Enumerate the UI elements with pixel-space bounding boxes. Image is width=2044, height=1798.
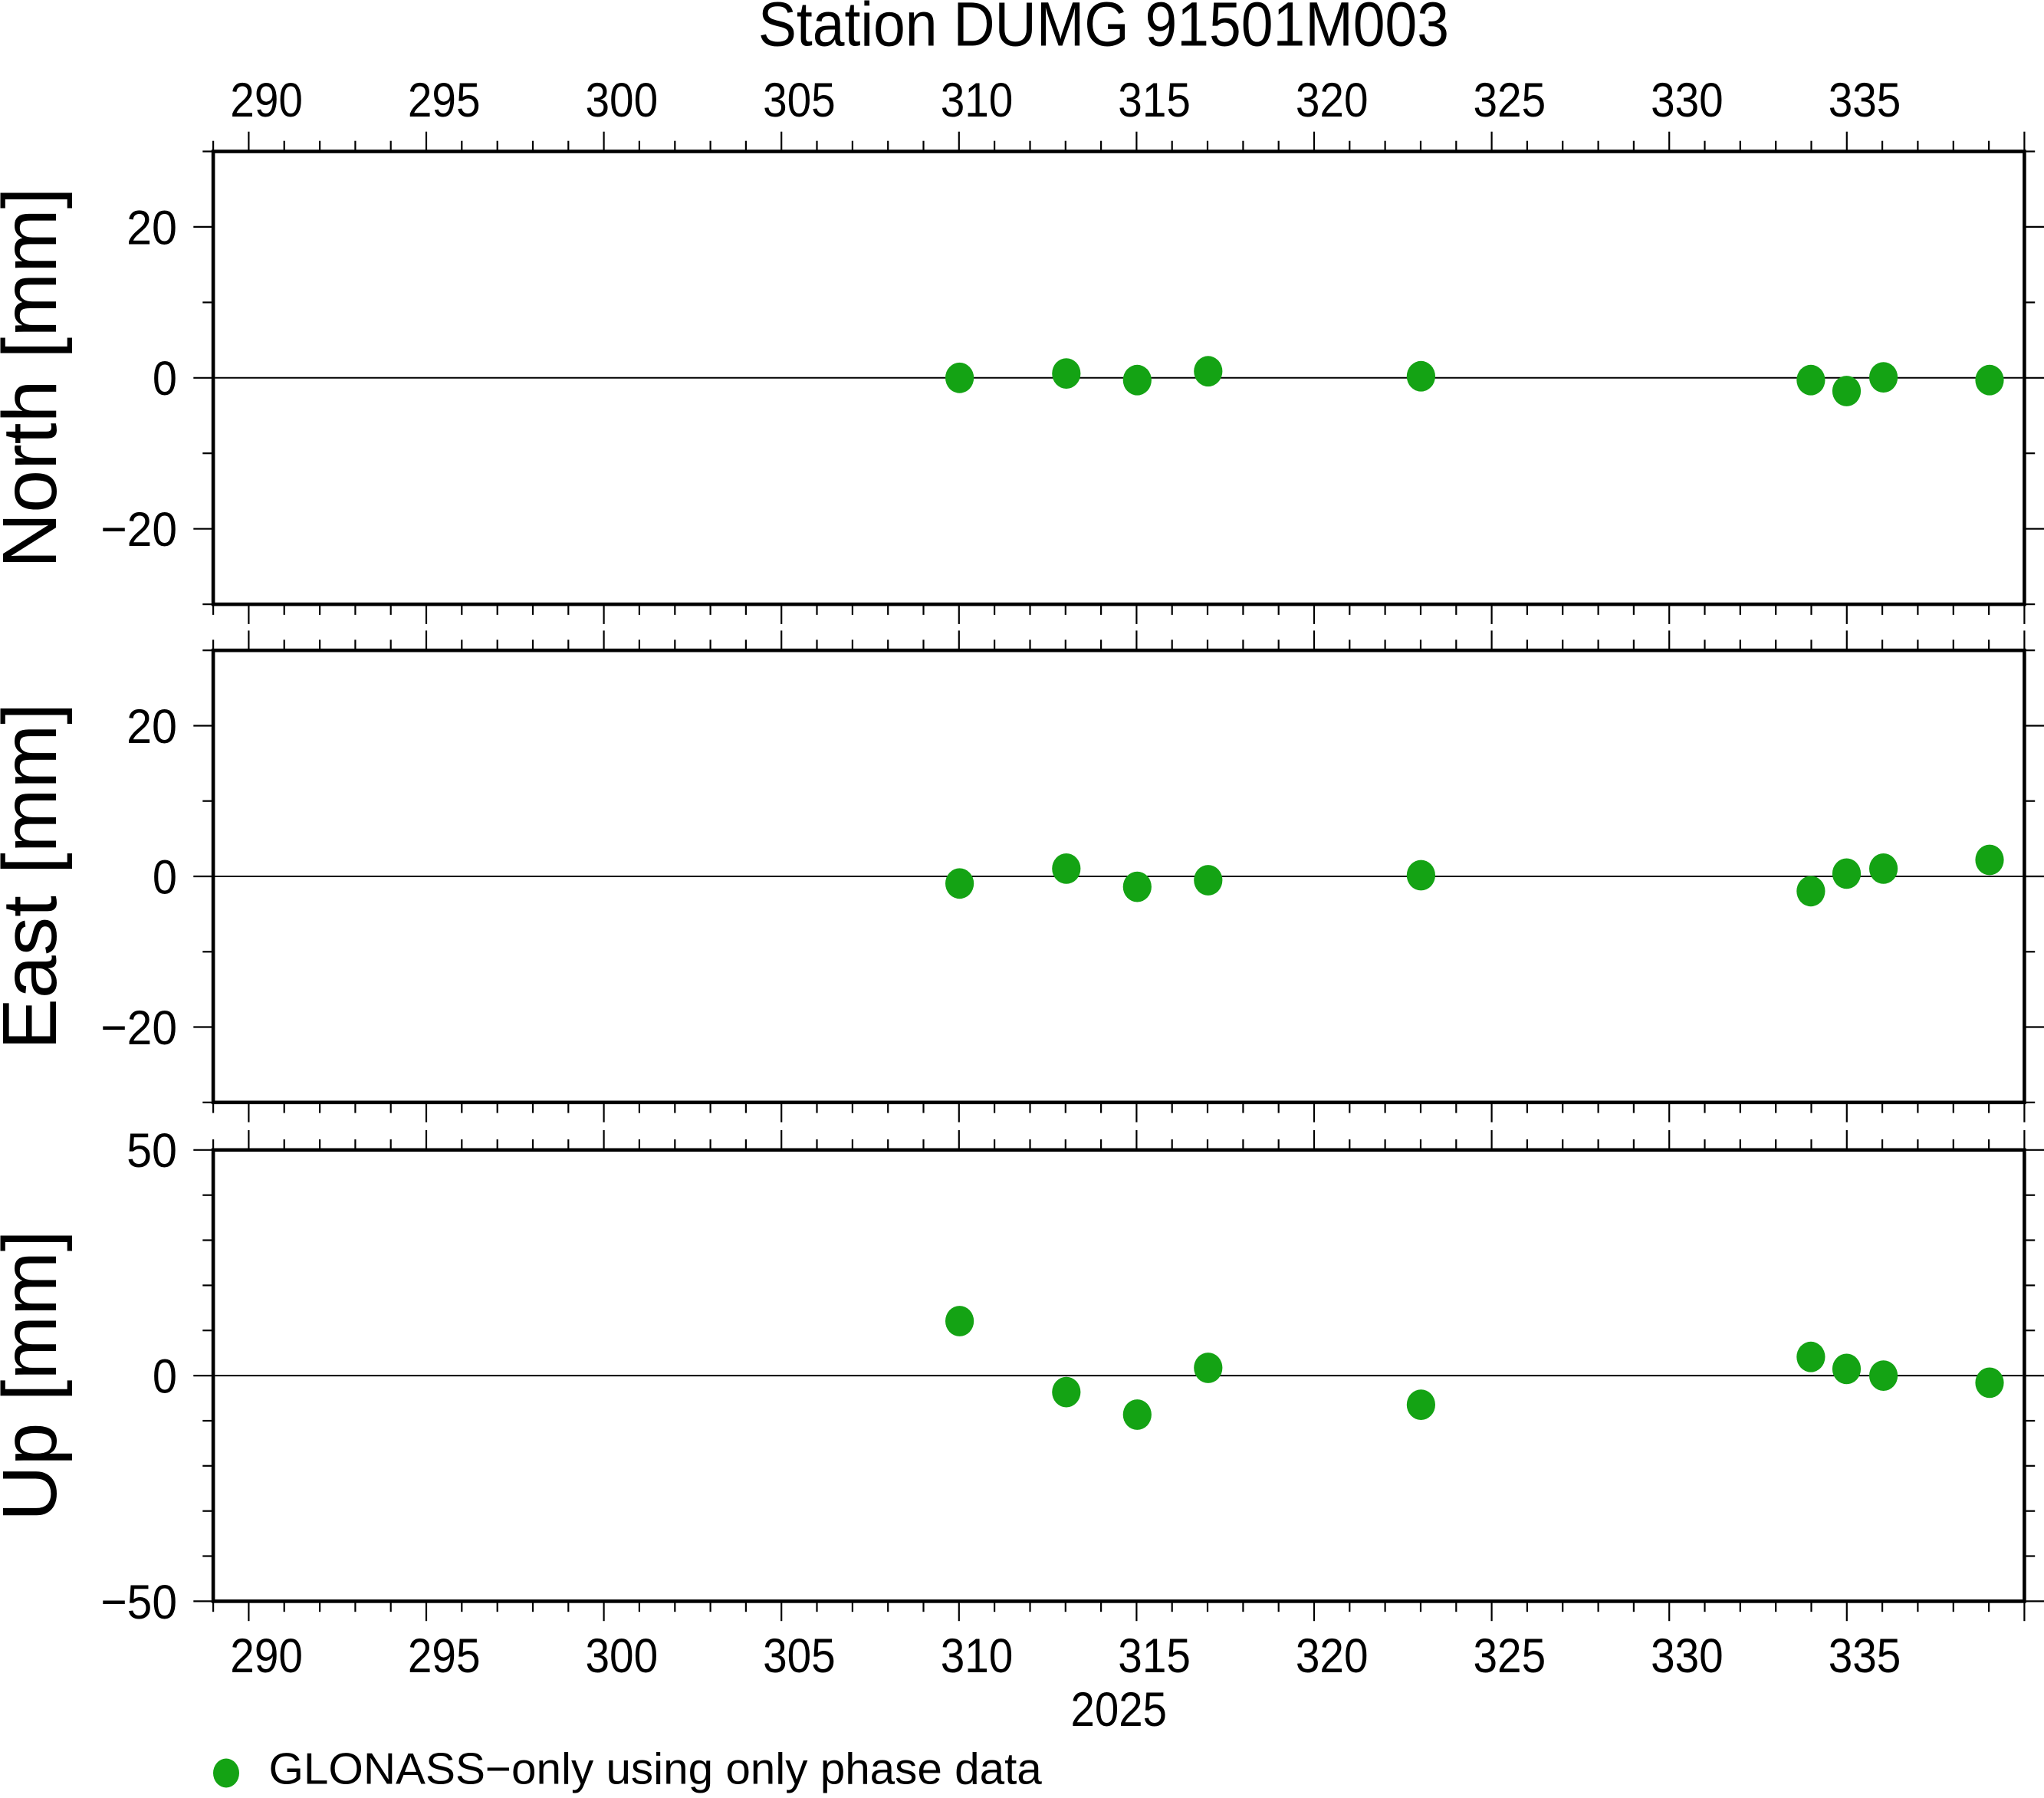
svg-text:Up [mm]: Up [mm]: [0, 1230, 73, 1521]
svg-text:North [mm]: North [mm]: [0, 187, 73, 568]
svg-text:East [mm]: East [mm]: [0, 703, 73, 1050]
svg-text:20: 20: [127, 201, 177, 255]
svg-text:325: 325: [1474, 1629, 1546, 1683]
svg-text:335: 335: [1829, 74, 1901, 127]
svg-text:320: 320: [1296, 74, 1369, 127]
svg-text:305: 305: [763, 1629, 836, 1683]
svg-text:300: 300: [586, 74, 659, 127]
svg-text:325: 325: [1474, 74, 1546, 127]
svg-text:310: 310: [941, 1629, 1014, 1683]
svg-text:295: 295: [408, 1629, 481, 1683]
svg-text:0: 0: [153, 352, 177, 406]
svg-text:GLONASS−only using only phase: GLONASS−only using only phase data: [269, 1744, 1042, 1793]
svg-text:330: 330: [1651, 1629, 1724, 1683]
svg-text:330: 330: [1651, 74, 1724, 127]
svg-text:0: 0: [153, 1350, 177, 1404]
svg-text:Station DUMG 91501M003: Station DUMG 91501M003: [758, 0, 1449, 59]
svg-text:320: 320: [1296, 1629, 1369, 1683]
svg-text:20: 20: [127, 700, 177, 754]
svg-text:315: 315: [1118, 74, 1191, 127]
svg-text:295: 295: [408, 74, 481, 127]
svg-text:290: 290: [230, 1629, 303, 1683]
svg-text:290: 290: [230, 74, 303, 127]
svg-text:−20: −20: [100, 1001, 177, 1055]
svg-text:2025: 2025: [1071, 1683, 1168, 1737]
svg-text:−20: −20: [100, 503, 177, 557]
svg-text:315: 315: [1118, 1629, 1191, 1683]
svg-text:305: 305: [763, 74, 836, 127]
svg-text:310: 310: [941, 74, 1014, 127]
svg-text:300: 300: [586, 1629, 659, 1683]
svg-text:−50: −50: [100, 1576, 177, 1629]
svg-text:335: 335: [1829, 1629, 1901, 1683]
svg-text:0: 0: [153, 850, 177, 904]
svg-text:50: 50: [127, 1124, 177, 1178]
